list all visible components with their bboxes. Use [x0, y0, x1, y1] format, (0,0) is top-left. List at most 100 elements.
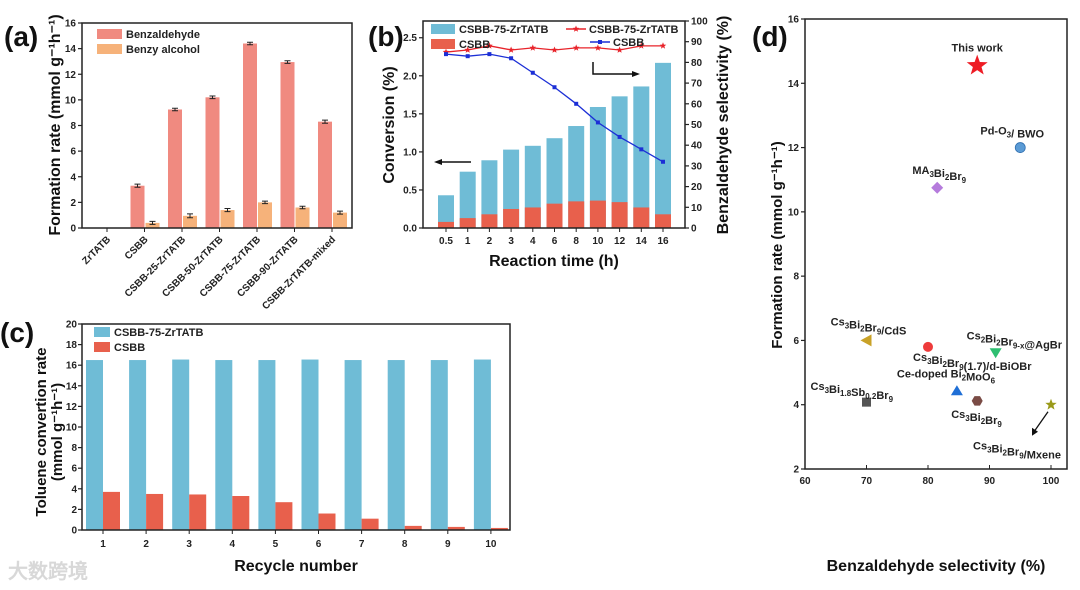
y-tick-label-c: 10 — [66, 423, 78, 434]
x-tick-label-d: 60 — [799, 476, 811, 487]
x-tick-label-d: 80 — [922, 476, 934, 487]
point-pd-o3-bwo-label: Pd-O3/ BWO — [980, 126, 1044, 141]
marker-square — [509, 56, 514, 61]
x-tick-label-b: 4 — [530, 236, 536, 247]
bar-csbb — [447, 526, 465, 530]
marker-star — [507, 46, 515, 53]
y-tick-label-a: 10 — [65, 95, 77, 106]
arrowhead — [632, 71, 640, 77]
bar-csbb — [589, 200, 606, 228]
y-tick-label-b2: 70 — [691, 79, 703, 90]
y-axis-title-a: Formation rate (mmol g⁻¹h⁻¹) — [47, 14, 64, 235]
x-tick-label-b: 14 — [636, 236, 648, 247]
y-tick-label-a: 4 — [70, 172, 76, 183]
y-tick-label-d: 16 — [788, 15, 800, 26]
legend-swatch — [94, 342, 110, 352]
marker-star — [442, 48, 450, 55]
legend-swatch — [94, 327, 110, 337]
y-tick-label-b2: 50 — [691, 120, 703, 131]
bar-csbb — [232, 496, 250, 530]
marker-square — [465, 54, 470, 59]
marker-star — [616, 46, 623, 53]
x-tick-label-b: 1 — [465, 236, 471, 247]
error-bar — [247, 41, 253, 46]
bar-benzyl-alcohol — [258, 202, 272, 228]
bar-csbb-75-zrtatb — [503, 149, 520, 228]
legend-label: CSBB — [459, 39, 490, 51]
bar-csbb — [524, 207, 541, 228]
error-bar — [187, 213, 193, 219]
y-tick-label-b2: 90 — [691, 37, 703, 48]
bar-csbb — [633, 207, 650, 228]
y-tick-label-b2: 40 — [691, 141, 703, 152]
panel-c: (c) Toluene convertion rate (mmol g⁻¹h⁻¹… — [0, 317, 511, 583]
x-tick-label-b: 6 — [552, 236, 558, 247]
legend-label: CSBB-75-ZrTATB — [459, 24, 548, 36]
watermark: 大数跨境 — [8, 559, 88, 583]
marker-square — [552, 85, 557, 90]
panel-label-b: (b) — [368, 21, 404, 52]
y-tick-label-d: 12 — [788, 143, 800, 154]
point-cs3bi2br9-1-7-d-biobr-label: Cs3Bi2Br9(1.7)/d-BiOBr — [913, 352, 1032, 373]
bar-benzyl-alcohol — [220, 210, 235, 228]
y-tick-label-c: 4 — [71, 484, 77, 495]
marker-square — [574, 101, 579, 106]
y2-axis-title-b: Benzaldehyde selectivity (%) — [715, 16, 732, 235]
y-tick-label-b: 2.5 — [403, 33, 417, 44]
error-bar — [262, 200, 268, 205]
error-bar — [172, 107, 178, 112]
y-tick-label-b2: 100 — [691, 17, 708, 28]
x-tick-label-a: CSBB-ZrTATB-mixed — [260, 234, 338, 312]
y-axis-title-c-line1: Toluene convertion rate — [33, 348, 50, 517]
marker-star — [594, 44, 602, 51]
bar-csbb-75-zrtatb — [387, 360, 405, 530]
bar-benzaldehyde — [318, 121, 332, 228]
bar-benzyl-alcohol — [333, 212, 347, 228]
legend-marker-square — [598, 40, 602, 44]
y-tick-label-d: 10 — [788, 207, 800, 218]
y-tick-label-c: 12 — [66, 402, 78, 413]
y-tick-label-a: 12 — [65, 70, 77, 81]
error-bar — [299, 205, 306, 210]
y-tick-label-d: 8 — [793, 272, 799, 283]
y-tick-label-a: 16 — [65, 19, 77, 30]
bar-benzaldehyde — [280, 62, 295, 228]
bar-csbb-75-zrtatb — [459, 171, 476, 228]
point-cs2bi2br9-x-agbr-triangle-marker — [989, 348, 1002, 359]
bar-benzaldehyde — [130, 185, 145, 228]
arrowhead — [1032, 427, 1038, 436]
x-tick-label-d: 90 — [984, 476, 996, 487]
y-tick-label-c: 2 — [71, 505, 77, 516]
point-cs3bi2br9-mxene-label: Cs3Bi2Br9/Mxene — [973, 441, 1061, 462]
bar-csbb — [146, 493, 164, 530]
marker-square — [530, 70, 535, 75]
y-tick-label-c: 8 — [71, 443, 77, 454]
y-tick-label-c: 20 — [66, 320, 78, 331]
bar-csbb-75-zrtatb — [344, 360, 362, 530]
legend-swatch — [431, 24, 455, 34]
y-axis-title-c-line2: (mmol g⁻¹h⁻¹) — [49, 383, 66, 481]
y-tick-label-b: 0.5 — [403, 185, 417, 196]
legend-label: Benzy alcohol — [126, 44, 200, 56]
point-cs3bi2br9-cds-label: Cs3Bi2Br9/CdS — [831, 316, 907, 337]
point-cs3bi1-8sb0-2br9-square-marker — [862, 397, 871, 407]
bar-csbb-75-zrtatb — [473, 359, 491, 530]
panel-label-a: (a) — [4, 21, 38, 52]
bar-csbb-75-zrtatb — [86, 360, 103, 530]
bar-csbb — [189, 494, 207, 530]
bar-csbb-75-zrtatb — [589, 106, 606, 228]
legend-marker-star — [572, 25, 580, 32]
y-tick-label-a: 0 — [70, 224, 76, 235]
point-cs3bi2br9-cds-triangle-marker — [860, 334, 872, 347]
x-tick-label-d: 100 — [1043, 476, 1060, 487]
bar-benzaldehyde — [168, 109, 182, 228]
x-tick-label-c: 7 — [359, 539, 365, 550]
x-axis-title-b: Reaction time (h) — [489, 253, 619, 270]
marker-square — [639, 147, 644, 152]
x-tick-label-c: 6 — [316, 539, 322, 550]
legend-label: Benzaldehyde — [126, 29, 200, 41]
y-tick-label-b2: 80 — [691, 58, 703, 69]
y-tick-label-b2: 60 — [691, 99, 703, 110]
x-tick-label-b: 8 — [573, 236, 579, 247]
